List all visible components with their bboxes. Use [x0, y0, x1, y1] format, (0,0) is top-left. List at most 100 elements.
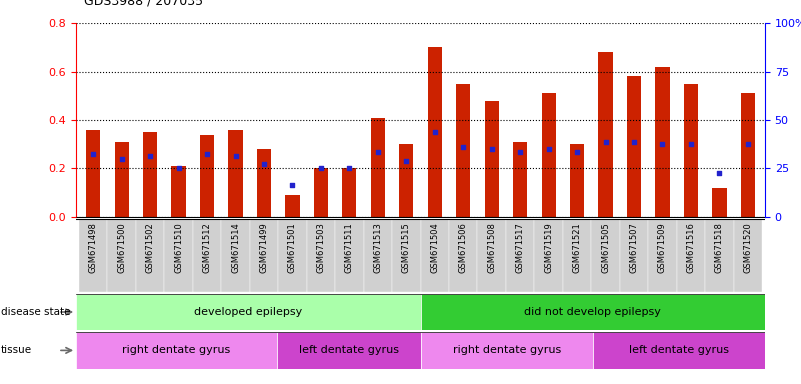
Text: GSM671513: GSM671513 — [373, 223, 382, 273]
Point — [87, 151, 99, 157]
Point — [457, 144, 469, 150]
Bar — [314, 169, 328, 217]
Point — [115, 156, 128, 162]
Point — [656, 141, 669, 147]
Bar — [534, 219, 563, 292]
Point — [513, 149, 526, 155]
Bar — [421, 219, 449, 292]
Point — [229, 153, 242, 159]
Bar — [741, 93, 755, 217]
Point — [172, 166, 185, 172]
Bar — [591, 219, 620, 292]
Bar — [712, 188, 727, 217]
Point — [372, 149, 384, 155]
Bar — [171, 166, 186, 217]
Text: GSM671500: GSM671500 — [117, 223, 126, 273]
Bar — [364, 219, 392, 292]
Bar — [456, 84, 470, 217]
Bar — [79, 219, 107, 292]
Bar — [449, 219, 477, 292]
Text: did not develop epilepsy: did not develop epilepsy — [525, 307, 661, 317]
Bar — [221, 219, 250, 292]
Point — [713, 170, 726, 176]
Text: GSM671501: GSM671501 — [288, 223, 297, 273]
Bar — [193, 219, 221, 292]
Bar — [421, 294, 765, 330]
Bar — [705, 219, 734, 292]
Point — [542, 146, 555, 152]
Bar — [278, 219, 307, 292]
Text: GSM671505: GSM671505 — [601, 223, 610, 273]
Point — [570, 149, 583, 155]
Point — [143, 153, 156, 159]
Bar — [76, 294, 421, 330]
Point — [742, 141, 755, 147]
Point — [315, 166, 328, 172]
Point — [628, 139, 641, 145]
Point — [429, 129, 441, 135]
Point — [286, 182, 299, 189]
Text: GSM671507: GSM671507 — [630, 223, 638, 273]
Bar — [563, 219, 591, 292]
Bar — [655, 67, 670, 217]
Bar — [485, 101, 499, 217]
Bar — [285, 195, 300, 217]
Text: right dentate gyrus: right dentate gyrus — [123, 345, 231, 356]
Bar — [399, 144, 413, 217]
Point — [200, 151, 213, 157]
Bar — [684, 84, 698, 217]
Bar — [593, 332, 765, 369]
Text: GSM671503: GSM671503 — [316, 223, 325, 273]
Bar — [107, 219, 136, 292]
Bar — [257, 149, 271, 217]
Bar — [428, 47, 442, 217]
Text: tissue: tissue — [1, 345, 32, 356]
Text: GSM671519: GSM671519 — [544, 223, 553, 273]
Bar — [277, 332, 421, 369]
Bar — [648, 219, 677, 292]
Bar — [335, 219, 364, 292]
Text: left dentate gyrus: left dentate gyrus — [629, 345, 729, 356]
Bar — [115, 142, 129, 217]
Text: GSM671521: GSM671521 — [573, 223, 582, 273]
Text: GSM671504: GSM671504 — [430, 223, 439, 273]
Text: GSM671515: GSM671515 — [402, 223, 411, 273]
Text: GSM671511: GSM671511 — [345, 223, 354, 273]
Point — [258, 161, 271, 167]
Text: GSM671512: GSM671512 — [203, 223, 211, 273]
Text: GSM671510: GSM671510 — [174, 223, 183, 273]
Text: GSM671516: GSM671516 — [686, 223, 695, 273]
Bar — [541, 93, 556, 217]
Point — [485, 146, 498, 152]
Bar — [371, 118, 385, 217]
Point — [400, 158, 413, 164]
Bar — [342, 169, 356, 217]
Point — [599, 139, 612, 145]
Text: GSM671509: GSM671509 — [658, 223, 667, 273]
Bar — [513, 142, 527, 217]
Point — [343, 166, 356, 172]
Bar — [477, 219, 506, 292]
Bar — [250, 219, 278, 292]
Bar — [570, 144, 584, 217]
Bar — [734, 219, 762, 292]
Text: developed epilepsy: developed epilepsy — [194, 307, 303, 317]
Bar — [86, 130, 100, 217]
Text: disease state: disease state — [1, 307, 70, 317]
Bar — [620, 219, 648, 292]
Text: GSM671517: GSM671517 — [516, 223, 525, 273]
Bar — [76, 332, 277, 369]
Text: GSM671520: GSM671520 — [743, 223, 752, 273]
Text: GSM671498: GSM671498 — [89, 223, 98, 273]
Text: GSM671506: GSM671506 — [459, 223, 468, 273]
Bar — [164, 219, 193, 292]
Text: right dentate gyrus: right dentate gyrus — [453, 345, 561, 356]
Text: GSM671502: GSM671502 — [146, 223, 155, 273]
Text: GSM671499: GSM671499 — [260, 223, 268, 273]
Text: left dentate gyrus: left dentate gyrus — [299, 345, 399, 356]
Bar — [421, 332, 593, 369]
Bar — [143, 132, 157, 217]
Text: GDS3988 / 207035: GDS3988 / 207035 — [84, 0, 203, 8]
Bar — [598, 52, 613, 217]
Bar — [392, 219, 421, 292]
